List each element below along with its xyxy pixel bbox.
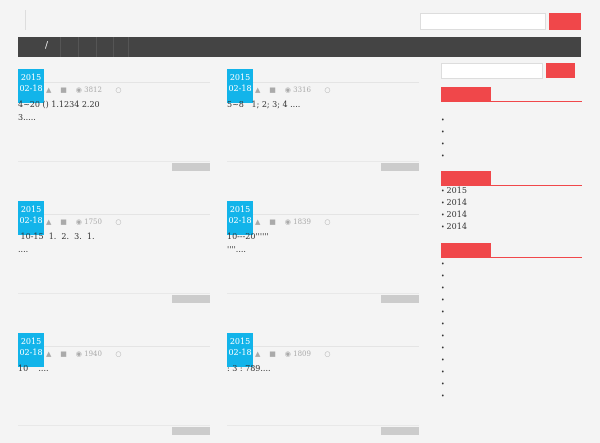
excerpt-line: 3..... [18,113,36,122]
post-date: 02-18 [228,84,252,93]
separator [18,425,210,426]
post-card: 2015 02-18 ▲ ■ ◉ 1750 ○ 10-15 1. 2. 3. 1..… [18,201,210,311]
date-badge: 2015 02-18 [18,201,44,235]
date-badge: 2015 02-18 [227,201,253,235]
archive-list: 2015201420142014 [441,185,467,233]
excerpt-line: 5~8 1; 2; 3; 4 .... [227,100,301,109]
date-badge: 2015 02-18 [18,69,44,103]
post-date: 02-18 [19,348,43,357]
excerpt-line: 10-15 1. 2. 3. 1. [18,232,95,241]
excerpt-line: : 3 : 789.... [227,364,271,373]
post-year: 2015 [229,73,251,82]
post-meta: ▲ ■ ◉ 3812 ○ [46,86,122,94]
post-year: 2015 [229,337,251,346]
view-count: 1809 [293,350,311,358]
read-more-button[interactable] [381,163,419,171]
sidebar: 2015201420142014 [441,0,582,400]
nav-bar: / [18,37,581,57]
post-card: 2015 02-18 ▲ ■ ◉ 3316 ○ 5~8 1; 2; 3; 4 .... [227,69,419,179]
read-more-button[interactable] [381,295,419,303]
view-count: 1940 [84,350,102,358]
post-excerpt: : 3 : 789.... [227,362,271,375]
excerpt-line: 10 .... [18,364,49,373]
post-meta: ▲ ■ ◉ 1839 ○ [255,218,331,226]
separator [227,161,419,162]
widget-header [441,243,491,257]
view-count: 1750 [84,218,102,226]
page-body: / 2015 02-18 ▲ ■ ◉ 3812 ○ 4~20 () 1.1234 2.… [0,0,600,400]
search-input[interactable] [420,13,546,30]
nav-item[interactable]: / [45,41,49,51]
separator [253,214,419,215]
post-card: 2015 02-18 ▲ ■ ◉ 1940 ○ 10 .... [18,333,210,443]
separator [227,425,419,426]
date-badge: 2015 02-18 [227,333,253,367]
post-excerpt: 4~20 () 1.1234 2.20 3..... [18,98,100,124]
post-year: 2015 [229,205,251,214]
view-count: 3316 [293,86,311,94]
post-date: 02-18 [228,216,252,225]
widget-header [441,171,491,185]
post-date: 02-18 [228,348,252,357]
post-year: 2015 [20,205,42,214]
post-card: 2015 02-18 ▲ ■ ◉ 1839 ○ 10---20'''''' ''''..… [227,201,419,311]
post-excerpt: 10 .... [18,362,49,375]
read-more-button[interactable] [172,295,210,303]
divider [25,10,26,30]
post-card: 2015 02-18 ▲ ■ ◉ 3812 ○ 4~20 () 1.1234 2.20… [18,69,210,179]
excerpt-line: ''''.... [227,245,246,254]
widget-header [441,87,491,101]
archive-item[interactable]: 2014 [441,209,467,221]
date-badge: 2015 02-18 [18,333,44,367]
sidebar-search[interactable] [441,63,543,79]
post-excerpt: 10---20'''''' ''''.... [227,230,269,256]
post-date: 02-18 [19,216,43,225]
separator [18,161,210,162]
sidebar-search-button[interactable] [546,63,575,78]
excerpt-line: 10---20'''''' [227,232,269,241]
separator [18,293,210,294]
post-card: 2015 02-18 ▲ ■ ◉ 1809 ○ : 3 : 789.... [227,333,419,443]
excerpt-line: 4~20 () 1.1234 2.20 [18,100,100,109]
excerpt-line: .... [18,245,29,254]
separator [44,214,210,215]
page: {"header":{"nav":["/"]}, "posts":[ {"yea… [0,0,600,400]
read-more-button[interactable] [172,427,210,435]
view-count: 1839 [293,218,311,226]
post-date: 02-18 [19,84,43,93]
archive-item[interactable]: 2014 [441,197,467,209]
read-more-button[interactable] [381,427,419,435]
separator [44,346,210,347]
separator [44,82,210,83]
post-meta: ▲ ■ ◉ 3316 ○ [255,86,331,94]
separator [253,346,419,347]
archive-item[interactable]: 2014 [441,221,467,233]
widget-list [441,258,447,402]
post-excerpt: 10-15 1. 2. 3. 1..... [18,230,94,256]
read-more-button[interactable] [172,163,210,171]
post-meta: ▲ ■ ◉ 1940 ○ [46,350,122,358]
separator [253,82,419,83]
search-button[interactable] [549,13,581,30]
widget-list [441,114,447,162]
post-meta: ▲ ■ ◉ 1809 ○ [255,350,331,358]
post-meta: ▲ ■ ◉ 1750 ○ [46,218,122,226]
post-year: 2015 [20,73,42,82]
separator [227,293,419,294]
view-count: 3812 [84,86,102,94]
archive-item[interactable]: 2015 [441,185,467,197]
post-year: 2015 [20,337,42,346]
date-badge: 2015 02-18 [227,69,253,103]
post-excerpt: 5~8 1; 2; 3; 4 .... [227,98,300,111]
